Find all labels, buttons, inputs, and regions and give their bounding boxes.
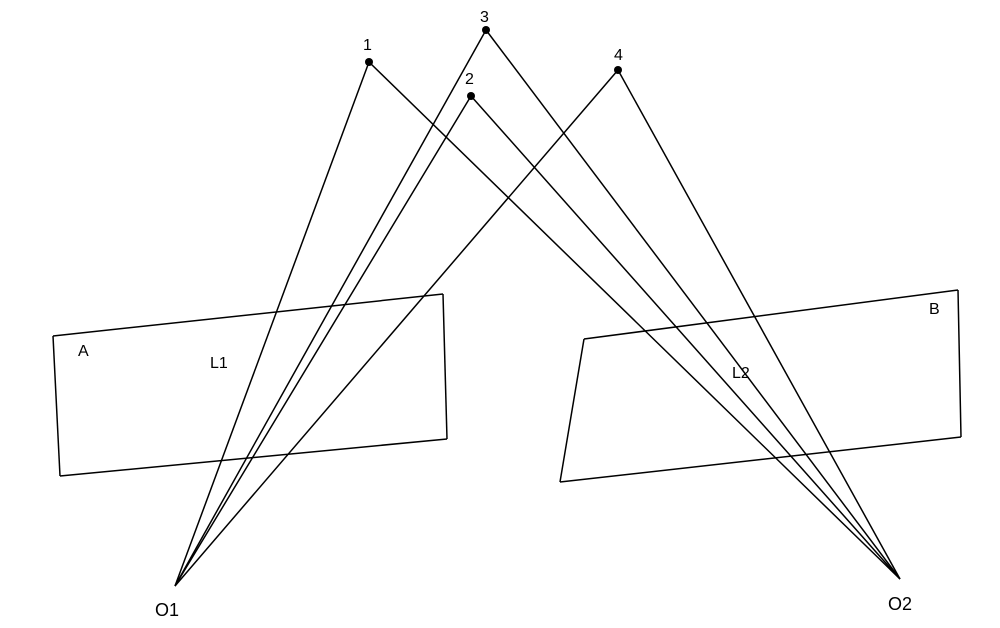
plane-B-edge-0: [584, 290, 958, 339]
stereo-projection-diagram: A B L1 L2 1 2 3 4 O1 O2: [0, 0, 1000, 628]
node-2: [467, 92, 475, 100]
node-3-label: 3: [480, 9, 489, 26]
plane-A-edge-0: [53, 294, 443, 336]
origin-O1-label: O1: [155, 600, 179, 620]
node-1-label: 1: [363, 37, 372, 54]
ray-O1-to-4: [175, 70, 618, 586]
plane-A-label: A: [78, 343, 89, 360]
plane-B-edge-1: [958, 290, 961, 437]
ray-O1-to-2: [175, 96, 471, 586]
ray-O1-to-1: [175, 62, 369, 586]
node-4: [614, 66, 622, 74]
plane-B-edge-3: [560, 339, 584, 482]
plane-A-edge-3: [53, 336, 60, 476]
plane-A-edge-1: [443, 294, 447, 439]
plane-B-label: B: [929, 301, 940, 318]
origin-O2-label: O2: [888, 594, 912, 614]
node-2-label: 2: [465, 71, 474, 88]
node-4-label: 4: [614, 47, 623, 64]
ray-O2-to-4: [618, 70, 900, 579]
ray-O2-to-1: [369, 62, 900, 579]
ray-O2-to-3: [486, 30, 900, 579]
line-label-L2: L2: [732, 365, 750, 382]
ray-O2-to-2: [471, 96, 900, 579]
node-3: [482, 26, 490, 34]
line-label-L1: L1: [210, 355, 228, 372]
node-1: [365, 58, 373, 66]
ray-O1-to-3: [175, 30, 486, 586]
